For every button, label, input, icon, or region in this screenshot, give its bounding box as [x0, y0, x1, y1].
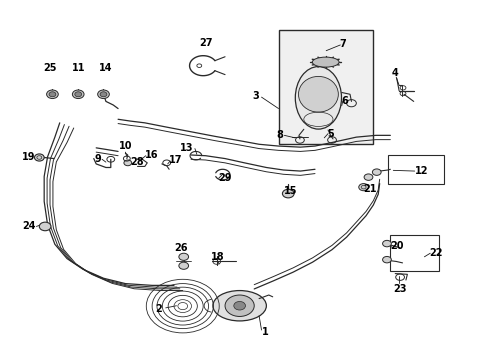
Text: 14: 14: [99, 63, 112, 73]
Text: 4: 4: [391, 68, 398, 78]
Circle shape: [372, 169, 380, 175]
Circle shape: [75, 92, 81, 97]
Text: 13: 13: [180, 143, 193, 153]
Circle shape: [46, 90, 58, 99]
Text: 8: 8: [276, 130, 283, 140]
Text: 9: 9: [94, 154, 101, 163]
Text: 16: 16: [144, 150, 158, 160]
Text: 12: 12: [414, 166, 427, 176]
Circle shape: [382, 256, 390, 263]
Circle shape: [233, 301, 245, 310]
Circle shape: [123, 160, 131, 166]
Ellipse shape: [295, 67, 341, 129]
Bar: [278, 30, 372, 144]
Text: 18: 18: [210, 252, 224, 262]
Circle shape: [224, 295, 254, 316]
Text: 23: 23: [392, 284, 406, 294]
Ellipse shape: [312, 57, 338, 67]
Text: 19: 19: [22, 152, 35, 162]
Text: 17: 17: [169, 156, 182, 165]
Circle shape: [72, 90, 84, 99]
Circle shape: [100, 92, 107, 97]
Text: 22: 22: [428, 248, 442, 258]
Text: 6: 6: [341, 96, 348, 107]
Circle shape: [179, 262, 188, 269]
Ellipse shape: [212, 291, 266, 321]
Bar: [387, 155, 443, 184]
Text: 10: 10: [119, 141, 132, 152]
Text: 7: 7: [339, 39, 346, 49]
Text: 20: 20: [389, 241, 403, 251]
Text: 24: 24: [22, 221, 35, 231]
Circle shape: [34, 154, 44, 161]
Text: 29: 29: [217, 173, 231, 183]
Circle shape: [382, 240, 390, 247]
Text: 15: 15: [284, 186, 297, 196]
Text: 25: 25: [43, 63, 57, 73]
Circle shape: [282, 189, 293, 198]
Circle shape: [98, 90, 109, 99]
Text: 3: 3: [252, 91, 259, 101]
Circle shape: [179, 253, 188, 260]
Text: 21: 21: [363, 184, 376, 194]
Text: 5: 5: [326, 129, 333, 139]
Circle shape: [364, 174, 372, 180]
Circle shape: [39, 222, 51, 231]
Text: 11: 11: [72, 63, 86, 73]
Text: 27: 27: [199, 38, 212, 48]
Text: 1: 1: [261, 327, 268, 337]
Text: 26: 26: [174, 243, 188, 253]
Bar: [389, 235, 438, 271]
Text: 28: 28: [130, 157, 143, 167]
Circle shape: [49, 92, 56, 97]
Circle shape: [358, 184, 368, 191]
Ellipse shape: [298, 76, 338, 112]
Text: 2: 2: [155, 303, 162, 314]
